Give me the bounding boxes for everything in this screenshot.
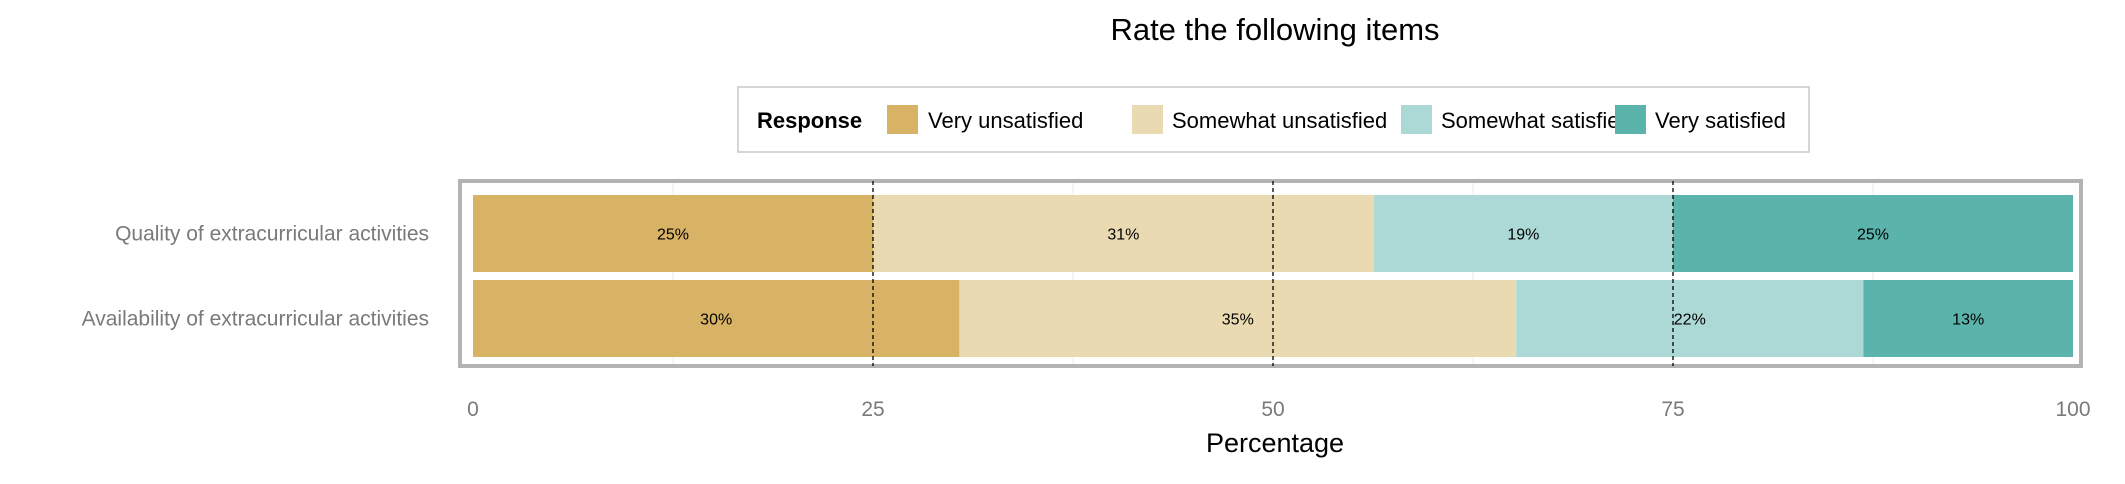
legend-swatch [887, 105, 918, 134]
data-label: 31% [1107, 227, 1139, 244]
legend-label: Somewhat unsatisfied [1172, 108, 1387, 133]
x-axis-title: Percentage [1206, 428, 1344, 458]
data-label: 19% [1507, 227, 1539, 244]
bar-segment [1863, 280, 2073, 357]
category-label: Availability of extracurricular activiti… [82, 308, 429, 331]
data-label: 22% [1674, 312, 1706, 329]
x-tick-label: 100 [2055, 398, 2090, 421]
data-label: 30% [700, 312, 732, 329]
bar-segment [1673, 195, 2073, 272]
x-tick-label: 50 [1261, 398, 1284, 421]
data-labels: 25% 31% 19% 25% 30% 35% 22% 13% [657, 227, 1984, 329]
bar-segment [873, 195, 1374, 272]
x-tick-label: 25 [861, 398, 884, 421]
reference-lines [872, 181, 1674, 366]
data-label: 13% [1952, 312, 1984, 329]
category-labels: Quality of extracurricular activities Ava… [82, 223, 429, 331]
bar-segment [1516, 280, 1864, 357]
chart-title: Rate the following items [1110, 12, 1439, 47]
legend-label: Somewhat satisfied [1441, 108, 1632, 133]
x-tick-label: 75 [1661, 398, 1684, 421]
legend-swatch [1132, 105, 1163, 134]
legend-swatch [1615, 105, 1646, 134]
x-tick-label: 0 [467, 398, 479, 421]
bar-segment [959, 280, 1517, 357]
bars [473, 195, 2073, 357]
data-label: 25% [657, 227, 689, 244]
bar-segment [473, 280, 960, 357]
x-tick-labels: 0 25 50 75 100 [467, 398, 2090, 421]
data-label: 25% [1857, 227, 1889, 244]
legend: Response Very unsatisfied Somewhat unsati… [737, 86, 1810, 153]
legend-label: Very unsatisfied [928, 108, 1083, 133]
legend-label: Very satisfied [1655, 108, 1786, 133]
category-label: Quality of extracurricular activities [115, 223, 429, 246]
legend-title: Response [757, 108, 862, 133]
data-label: 35% [1222, 312, 1254, 329]
legend-swatch [1401, 105, 1432, 134]
bar-segment [1373, 195, 1673, 272]
bar-segment [473, 195, 873, 272]
